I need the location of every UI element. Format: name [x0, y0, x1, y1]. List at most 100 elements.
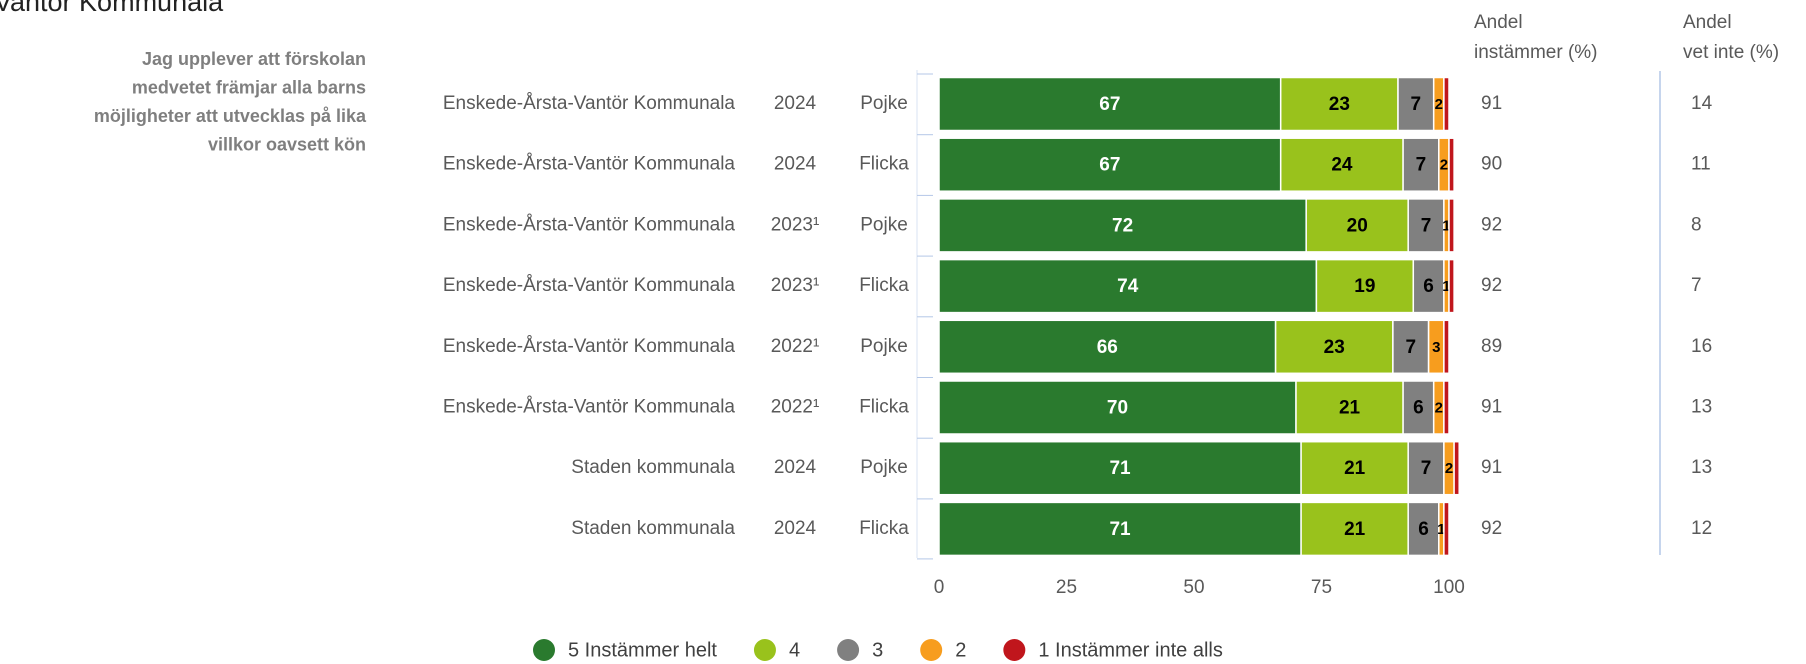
dontknow-value: 7: [1691, 275, 1702, 296]
segment-label: 1: [1437, 521, 1445, 538]
bar-segment: [938, 501, 1302, 557]
bar-segment: [1407, 440, 1445, 496]
agree-value: 91: [1481, 397, 1502, 418]
legend-swatch: [1003, 639, 1026, 661]
bar-segment: [938, 440, 1302, 496]
legend-swatch: [837, 639, 860, 661]
group-label: Flicka: [859, 275, 909, 296]
bar-segment: [1279, 76, 1399, 132]
segment-label: 67: [1099, 94, 1120, 115]
segment-label: 3: [1432, 339, 1440, 356]
segment-label: 1: [1442, 217, 1450, 234]
year-label: 2024: [774, 457, 817, 478]
group-label: Flicka: [859, 397, 909, 418]
agree-value: 91: [1481, 93, 1502, 114]
group-label: Pojke: [860, 457, 908, 478]
unit-label: Enskede-Årsta-Vantör Kommunala: [443, 214, 736, 235]
segment-label: 19: [1354, 276, 1375, 297]
unit-label: Staden kommunala: [571, 518, 735, 539]
segment-label: 7: [1421, 215, 1432, 236]
x-tick-label: 75: [1311, 577, 1332, 598]
bar-segment: [1305, 198, 1409, 253]
unit-label: Enskede-Årsta-Vantör Kommunala: [443, 397, 736, 418]
unit-label: Enskede-Årsta-Vantör Kommunala: [443, 336, 736, 357]
column-header: vet inte (%): [1683, 42, 1779, 63]
question-line: medvetet främjar alla barns: [132, 77, 366, 97]
question-line: Jag upplever att förskolan: [142, 49, 366, 69]
group-label: Flicka: [859, 518, 909, 539]
unit-label: Enskede-Årsta-Vantör Kommunala: [443, 275, 736, 296]
segment-label: 6: [1423, 276, 1434, 297]
dontknow-value: 13: [1691, 457, 1712, 478]
segment-label: 7: [1405, 337, 1416, 358]
bar-segment: [1274, 319, 1394, 375]
x-tick-label: 50: [1183, 577, 1204, 598]
dontknow-value: 13: [1691, 397, 1712, 418]
segment-label: 7: [1421, 458, 1432, 479]
year-label: 2022¹: [771, 336, 820, 357]
bar-segment: [1448, 258, 1455, 314]
segment-label: 66: [1097, 337, 1118, 358]
year-label: 2023¹: [771, 275, 820, 296]
legend-label: 1 Instämmer inte alls: [1038, 639, 1223, 661]
bar-segment: [1443, 501, 1450, 557]
unit-label: Staden kommunala: [571, 457, 735, 478]
segment-label: 2: [1445, 460, 1453, 477]
dontknow-value: 16: [1691, 336, 1712, 357]
x-tick-label: 100: [1433, 577, 1465, 598]
year-label: 2024: [774, 154, 817, 175]
year-label: 2022¹: [771, 397, 820, 418]
bar-segment: [1448, 137, 1455, 192]
bar-segment: [1295, 380, 1404, 435]
year-label: 2024: [774, 93, 817, 114]
year-label: 2024: [774, 518, 817, 539]
x-tick-label: 0: [934, 577, 945, 598]
unit-label: Enskede-Årsta-Vantör Kommunala: [443, 93, 736, 114]
legend-label: 2: [955, 639, 966, 661]
group-label: Pojke: [860, 214, 908, 235]
segment-label: 2: [1440, 157, 1448, 174]
segment-label: 23: [1329, 94, 1350, 115]
group-label: Pojke: [860, 93, 908, 114]
bar-segment: [1392, 319, 1430, 375]
group-label: Pojke: [860, 336, 908, 357]
dontknow-value: 14: [1691, 93, 1713, 114]
bar-segment: [1402, 137, 1440, 192]
bar-segment: [1443, 319, 1450, 375]
bar-segment: [938, 380, 1297, 435]
segment-label: 72: [1112, 215, 1133, 236]
question-line: villkor oavsett kön: [208, 134, 366, 154]
column-header: Andel: [1683, 12, 1732, 33]
agree-value: 91: [1481, 457, 1502, 478]
bar-segment: [1448, 198, 1455, 253]
dontknow-value: 11: [1691, 154, 1711, 175]
column-header: instämmer (%): [1474, 42, 1598, 63]
bar-segment: [1397, 76, 1435, 132]
segment-label: 20: [1347, 215, 1368, 236]
bar-segment: [1407, 198, 1445, 253]
agree-value: 90: [1481, 154, 1502, 175]
segment-label: 21: [1344, 458, 1366, 479]
agree-value: 92: [1481, 275, 1502, 296]
segment-label: 7: [1416, 155, 1427, 176]
agree-value: 92: [1481, 214, 1502, 235]
segment-label: 71: [1109, 519, 1131, 540]
bar-segment: [938, 137, 1282, 192]
bar-segment: [1300, 440, 1409, 496]
bar-segment: [938, 258, 1318, 314]
legend-swatch: [920, 639, 943, 661]
unit-label: Enskede-Årsta-Vantör Kommunala: [443, 154, 736, 175]
bar-segment: [1412, 258, 1445, 314]
year-label: 2023¹: [771, 214, 820, 235]
legend-swatch: [753, 639, 776, 661]
legend-swatch: [533, 639, 555, 661]
dontknow-value: 8: [1691, 214, 1702, 235]
segment-label: 24: [1331, 155, 1353, 176]
bar-segment: [1443, 76, 1450, 132]
bar-segment: [1443, 380, 1450, 435]
segment-label: 21: [1344, 519, 1366, 540]
bar-segment: [1453, 440, 1460, 496]
dontknow-value: 12: [1691, 518, 1712, 539]
legend-label: 5 Instämmer helt: [568, 639, 717, 661]
segment-label: 21: [1339, 398, 1361, 419]
